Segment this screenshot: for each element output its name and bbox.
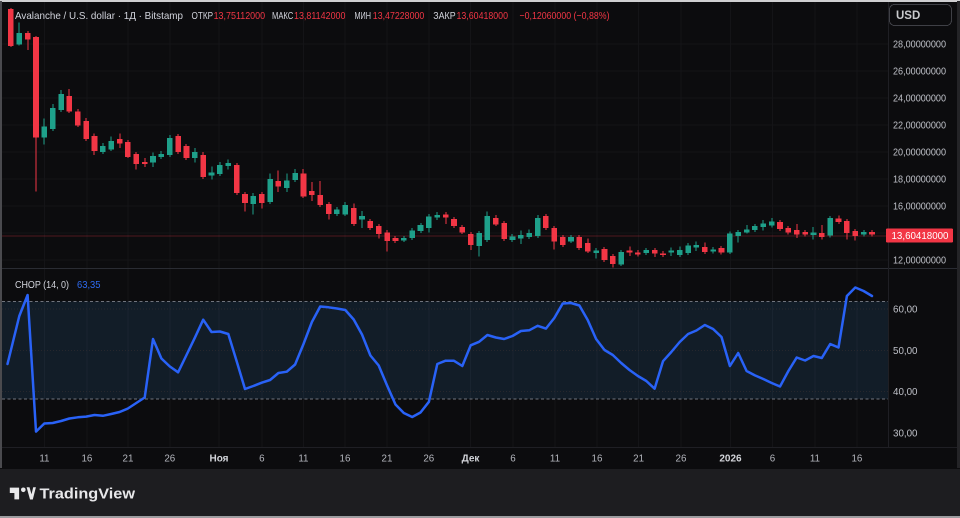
svg-text:16: 16: [851, 454, 862, 465]
svg-text:13,47228000: 13,47228000: [373, 10, 425, 22]
svg-text:26: 26: [423, 454, 434, 465]
svg-text:11: 11: [810, 454, 820, 465]
svg-text:Ноя: Ноя: [209, 454, 228, 465]
svg-text:21: 21: [382, 454, 393, 465]
svg-text:6: 6: [510, 454, 516, 465]
svg-text:TradingView: TradingView: [40, 487, 136, 503]
svg-text:11: 11: [550, 454, 560, 465]
svg-text:11: 11: [298, 454, 308, 465]
svg-text:50,00: 50,00: [893, 346, 918, 357]
svg-text:USD: USD: [896, 10, 920, 22]
svg-text:60,00: 60,00: [893, 305, 918, 316]
svg-text:26,00000000: 26,00000000: [893, 67, 946, 78]
svg-text:Avalanche / U.S. dollar · 1Д ·: Avalanche / U.S. dollar · 1Д · Bitstamp: [15, 10, 183, 22]
svg-text:МАКС: МАКС: [272, 10, 294, 22]
svg-text:−0,12060000 (−0,88%): −0,12060000 (−0,88%): [520, 10, 610, 22]
svg-text:11: 11: [39, 454, 49, 465]
svg-text:ОТКР: ОТКР: [192, 10, 214, 22]
svg-text:6: 6: [259, 454, 265, 465]
svg-text:16: 16: [81, 454, 92, 465]
svg-text:13,75112000: 13,75112000: [214, 10, 266, 22]
svg-text:13,60418000: 13,60418000: [892, 231, 949, 242]
svg-text:28,00000000: 28,00000000: [893, 40, 946, 51]
svg-text:26: 26: [676, 454, 687, 465]
svg-text:16: 16: [340, 454, 351, 465]
svg-text:63,35: 63,35: [77, 280, 101, 291]
svg-text:12,00000000: 12,00000000: [893, 256, 946, 267]
svg-text:ЗАКР: ЗАКР: [433, 10, 455, 22]
svg-text:Дек: Дек: [462, 454, 481, 465]
svg-text:18,00000000: 18,00000000: [893, 175, 946, 186]
svg-text:16,00000000: 16,00000000: [893, 202, 946, 213]
svg-text:30,00: 30,00: [893, 429, 918, 440]
svg-text:13,81142000: 13,81142000: [294, 10, 346, 22]
svg-text:22,00000000: 22,00000000: [893, 121, 946, 132]
svg-text:40,00: 40,00: [893, 387, 918, 398]
svg-text:16: 16: [592, 454, 603, 465]
svg-text:20,00000000: 20,00000000: [893, 148, 946, 159]
svg-text:13,60418000: 13,60418000: [457, 10, 509, 22]
svg-text:21: 21: [123, 454, 134, 465]
svg-text:21: 21: [633, 454, 644, 465]
svg-text:CHOP (14, 0): CHOP (14, 0): [15, 280, 69, 291]
svg-text:2026: 2026: [719, 454, 742, 465]
svg-text:6: 6: [770, 454, 776, 465]
svg-text:24,00000000: 24,00000000: [893, 94, 946, 105]
svg-text:МИН: МИН: [355, 10, 372, 22]
svg-text:26: 26: [164, 454, 175, 465]
